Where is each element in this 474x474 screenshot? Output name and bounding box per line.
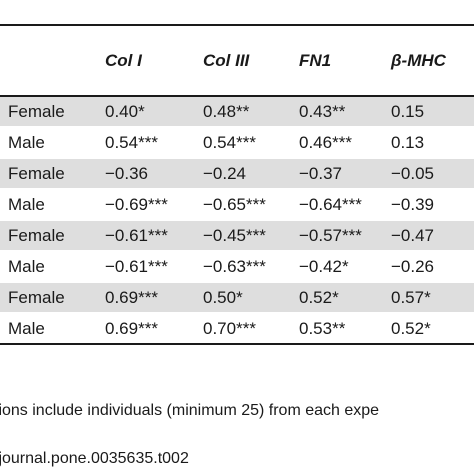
table-row: Female 0.40* 0.48** 0.43** 0.15	[0, 96, 474, 128]
table-cell: −0.69***	[98, 189, 196, 221]
table-cell: −0.45***	[196, 220, 292, 252]
doi-text: /journal.pone.0035635.t002	[0, 450, 189, 467]
table-row: Female 0.69*** 0.50* 0.52* 0.57*	[0, 282, 474, 314]
row-label: Female	[0, 158, 98, 190]
table-row: Female −0.36 −0.24 −0.37 −0.05	[0, 158, 474, 190]
row-label: Male	[0, 251, 98, 283]
table-cell: −0.57***	[292, 220, 384, 252]
table-cell: 0.69***	[98, 313, 196, 345]
header-cell-fn1: FN1	[292, 26, 384, 97]
table-cell: 0.70***	[196, 313, 292, 345]
correlation-table-container: Col I Col III FN1 β-MHC Female 0.40* 0.4…	[0, 26, 474, 345]
table-row: Male 0.69*** 0.70*** 0.53** 0.52*	[0, 313, 474, 345]
table-cell: 0.13	[384, 127, 474, 159]
table-header-row: Col I Col III FN1 β-MHC	[0, 26, 474, 97]
table-row: Female −0.61*** −0.45*** −0.57*** −0.47	[0, 220, 474, 252]
row-label: Male	[0, 313, 98, 345]
correlation-table: Col I Col III FN1 β-MHC Female 0.40* 0.4…	[0, 26, 474, 345]
table-cell: 0.54***	[98, 127, 196, 159]
table-cell: −0.47	[384, 220, 474, 252]
table-cell: 0.57*	[384, 282, 474, 314]
table-cell: −0.05	[384, 158, 474, 190]
doi-line: /journal.pone.0035635.t002	[0, 450, 195, 468]
table-cell: −0.24	[196, 158, 292, 190]
table-cell: −0.63***	[196, 251, 292, 283]
table-cell: −0.26	[384, 251, 474, 283]
table-cell: 0.69***	[98, 282, 196, 314]
table-cell: −0.36	[98, 158, 196, 190]
header-cell-row-label	[0, 26, 98, 97]
table-cell: 0.52*	[292, 282, 384, 314]
table-row: Male −0.61*** −0.63*** −0.42* −0.26	[0, 251, 474, 283]
header-cell-beta-mhc: β-MHC	[384, 26, 474, 97]
table-cell: 0.43**	[292, 96, 384, 128]
table-cell: 0.53**	[292, 313, 384, 345]
table-cell: −0.65***	[196, 189, 292, 221]
table-top-rule	[0, 24, 474, 26]
table-cell: 0.15	[384, 96, 474, 128]
table-footnote: tions include individuals (minimum 25) f…	[0, 402, 474, 420]
table-cell: 0.46***	[292, 127, 384, 159]
table-cell: −0.61***	[98, 220, 196, 252]
table-cell: 0.48**	[196, 96, 292, 128]
table-cell: 0.54***	[196, 127, 292, 159]
table-row: Male −0.69*** −0.65*** −0.64*** −0.39	[0, 189, 474, 221]
table-row: Male 0.54*** 0.54*** 0.46*** 0.13	[0, 127, 474, 159]
table-cell: −0.37	[292, 158, 384, 190]
header-cell-col-i: Col I	[98, 26, 196, 97]
row-label: Female	[0, 282, 98, 314]
row-label: Male	[0, 189, 98, 221]
row-label: Female	[0, 220, 98, 252]
table-cell: −0.61***	[98, 251, 196, 283]
table-cell: 0.52*	[384, 313, 474, 345]
row-label: Female	[0, 96, 98, 128]
header-cell-col-iii: Col III	[196, 26, 292, 97]
footnote-text: tions include individuals (minimum 25) f…	[0, 402, 380, 419]
table-cell: 0.40*	[98, 96, 196, 128]
table-cell: 0.50*	[196, 282, 292, 314]
row-label: Male	[0, 127, 98, 159]
table-cell: −0.64***	[292, 189, 384, 221]
table-cell: −0.39	[384, 189, 474, 221]
table-cell: −0.42*	[292, 251, 384, 283]
